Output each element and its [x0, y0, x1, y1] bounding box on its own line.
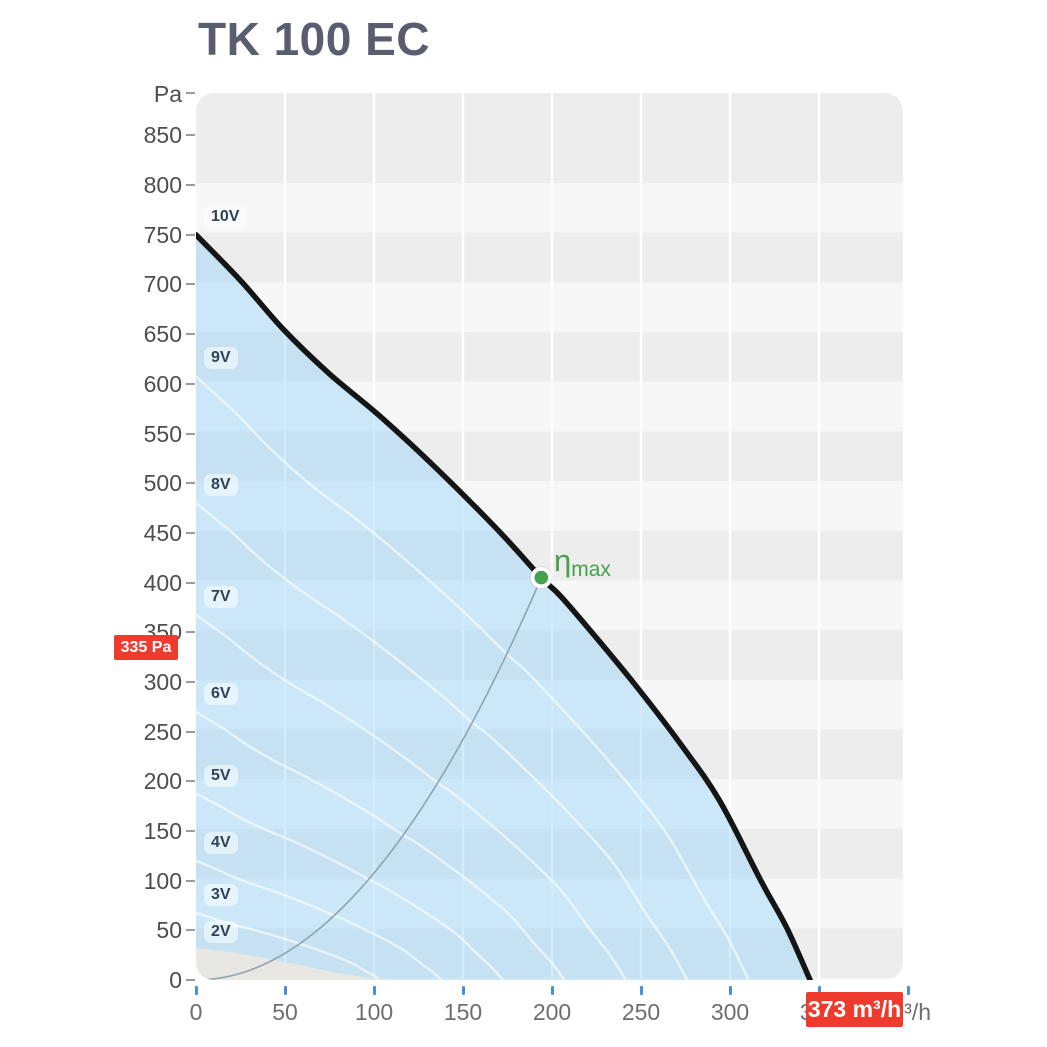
efficiency-curve — [196, 577, 543, 980]
page-title: TK 100 EC — [198, 13, 431, 65]
y-axis-tick — [186, 680, 195, 683]
x-axis-tick — [639, 986, 643, 995]
voltage-label-6v: 6V — [204, 682, 238, 705]
y-axis-unit-label: Pa — [153, 81, 182, 107]
y-axis-tick — [186, 333, 195, 336]
y-tick-label: 700 — [143, 271, 182, 298]
x-tick-label: 0 — [189, 999, 203, 1025]
y-axis-tick — [186, 631, 195, 634]
y-axis-tick — [186, 879, 195, 882]
voltage-label-10v: 10V — [204, 205, 247, 228]
voltage-label-4v: 4V — [204, 831, 238, 854]
y-tick-label: 850 — [143, 122, 182, 149]
y-axis-tick — [186, 184, 195, 187]
x-axis-tick — [817, 986, 821, 995]
y-tick-label: 250 — [143, 718, 182, 745]
y-axis-tick — [186, 531, 195, 534]
y-axis-tick — [186, 432, 195, 435]
y-tick-label: 600 — [143, 370, 182, 397]
voltage-curve-7v — [196, 613, 627, 980]
voltage-label-5v: 5V — [204, 764, 238, 787]
y-axis-tick — [186, 134, 195, 137]
voltage-label-7v: 7V — [204, 585, 238, 608]
y-tick-label: 200 — [143, 768, 182, 795]
x-tick-label: 150 — [443, 999, 483, 1025]
x-tick-label: 300 — [710, 999, 750, 1025]
x-axis-tick — [461, 986, 465, 995]
eta-max-marker-dot — [534, 570, 549, 585]
flow-value-badge: 373 m³/h — [806, 992, 903, 1027]
x-tick-label: 250 — [621, 999, 661, 1025]
voltage-curve-4v — [196, 859, 443, 980]
y-axis-tick — [186, 730, 195, 733]
voltage-label-8v: 8V — [204, 474, 238, 497]
y-tick-label: 750 — [143, 221, 182, 248]
y-tick-label: 800 — [143, 172, 182, 199]
x-axis-tick — [194, 986, 198, 995]
eta-subscript: max — [571, 558, 611, 581]
x-tick-label: 200 — [532, 999, 572, 1025]
voltage-label-2v: 2V — [204, 921, 238, 944]
voltage-curve-5v — [196, 792, 504, 980]
y-axis-tick — [186, 780, 195, 783]
y-tick-label: 50 — [156, 917, 182, 944]
x-axis-tick — [728, 986, 732, 995]
eta-symbol: η — [554, 543, 572, 578]
y-tick-label: 100 — [143, 867, 182, 894]
y-tick-label: 650 — [143, 321, 182, 348]
y-axis-tick — [186, 233, 195, 236]
voltage-curve-8v — [196, 502, 689, 980]
pressure-value-badge: 335 Pa — [114, 635, 178, 660]
y-tick-label: 0 — [169, 967, 182, 993]
y-axis-tick — [186, 929, 195, 932]
y-axis-tick — [186, 382, 195, 385]
y-axis-tick — [186, 92, 195, 94]
y-axis-tick — [186, 979, 195, 981]
voltage-label-9v: 9V — [204, 347, 238, 370]
y-tick-label: 550 — [143, 420, 182, 447]
y-tick-label: 300 — [143, 668, 182, 695]
x-axis-tick — [550, 986, 554, 995]
voltage-label-3v: 3V — [204, 883, 238, 906]
y-axis-tick — [186, 829, 195, 832]
y-tick-label: 400 — [143, 569, 182, 596]
operating-area — [196, 234, 811, 980]
y-axis-tick — [186, 283, 195, 286]
eta-max-label: ηmax — [554, 543, 611, 581]
y-tick-label: 150 — [143, 817, 182, 844]
x-tick-label: 100 — [354, 999, 394, 1025]
x-tick-label: 50 — [272, 999, 298, 1025]
x-axis-tick — [372, 986, 376, 995]
y-axis-tick — [186, 581, 195, 584]
voltage-curve-6v — [196, 710, 566, 980]
x-axis-tick — [283, 986, 287, 995]
y-tick-label: 450 — [143, 519, 182, 546]
voltage-curve-9v — [196, 375, 750, 980]
y-tick-label: 500 — [143, 470, 182, 497]
x-axis-tick — [906, 986, 910, 995]
y-axis-tick — [186, 482, 195, 485]
